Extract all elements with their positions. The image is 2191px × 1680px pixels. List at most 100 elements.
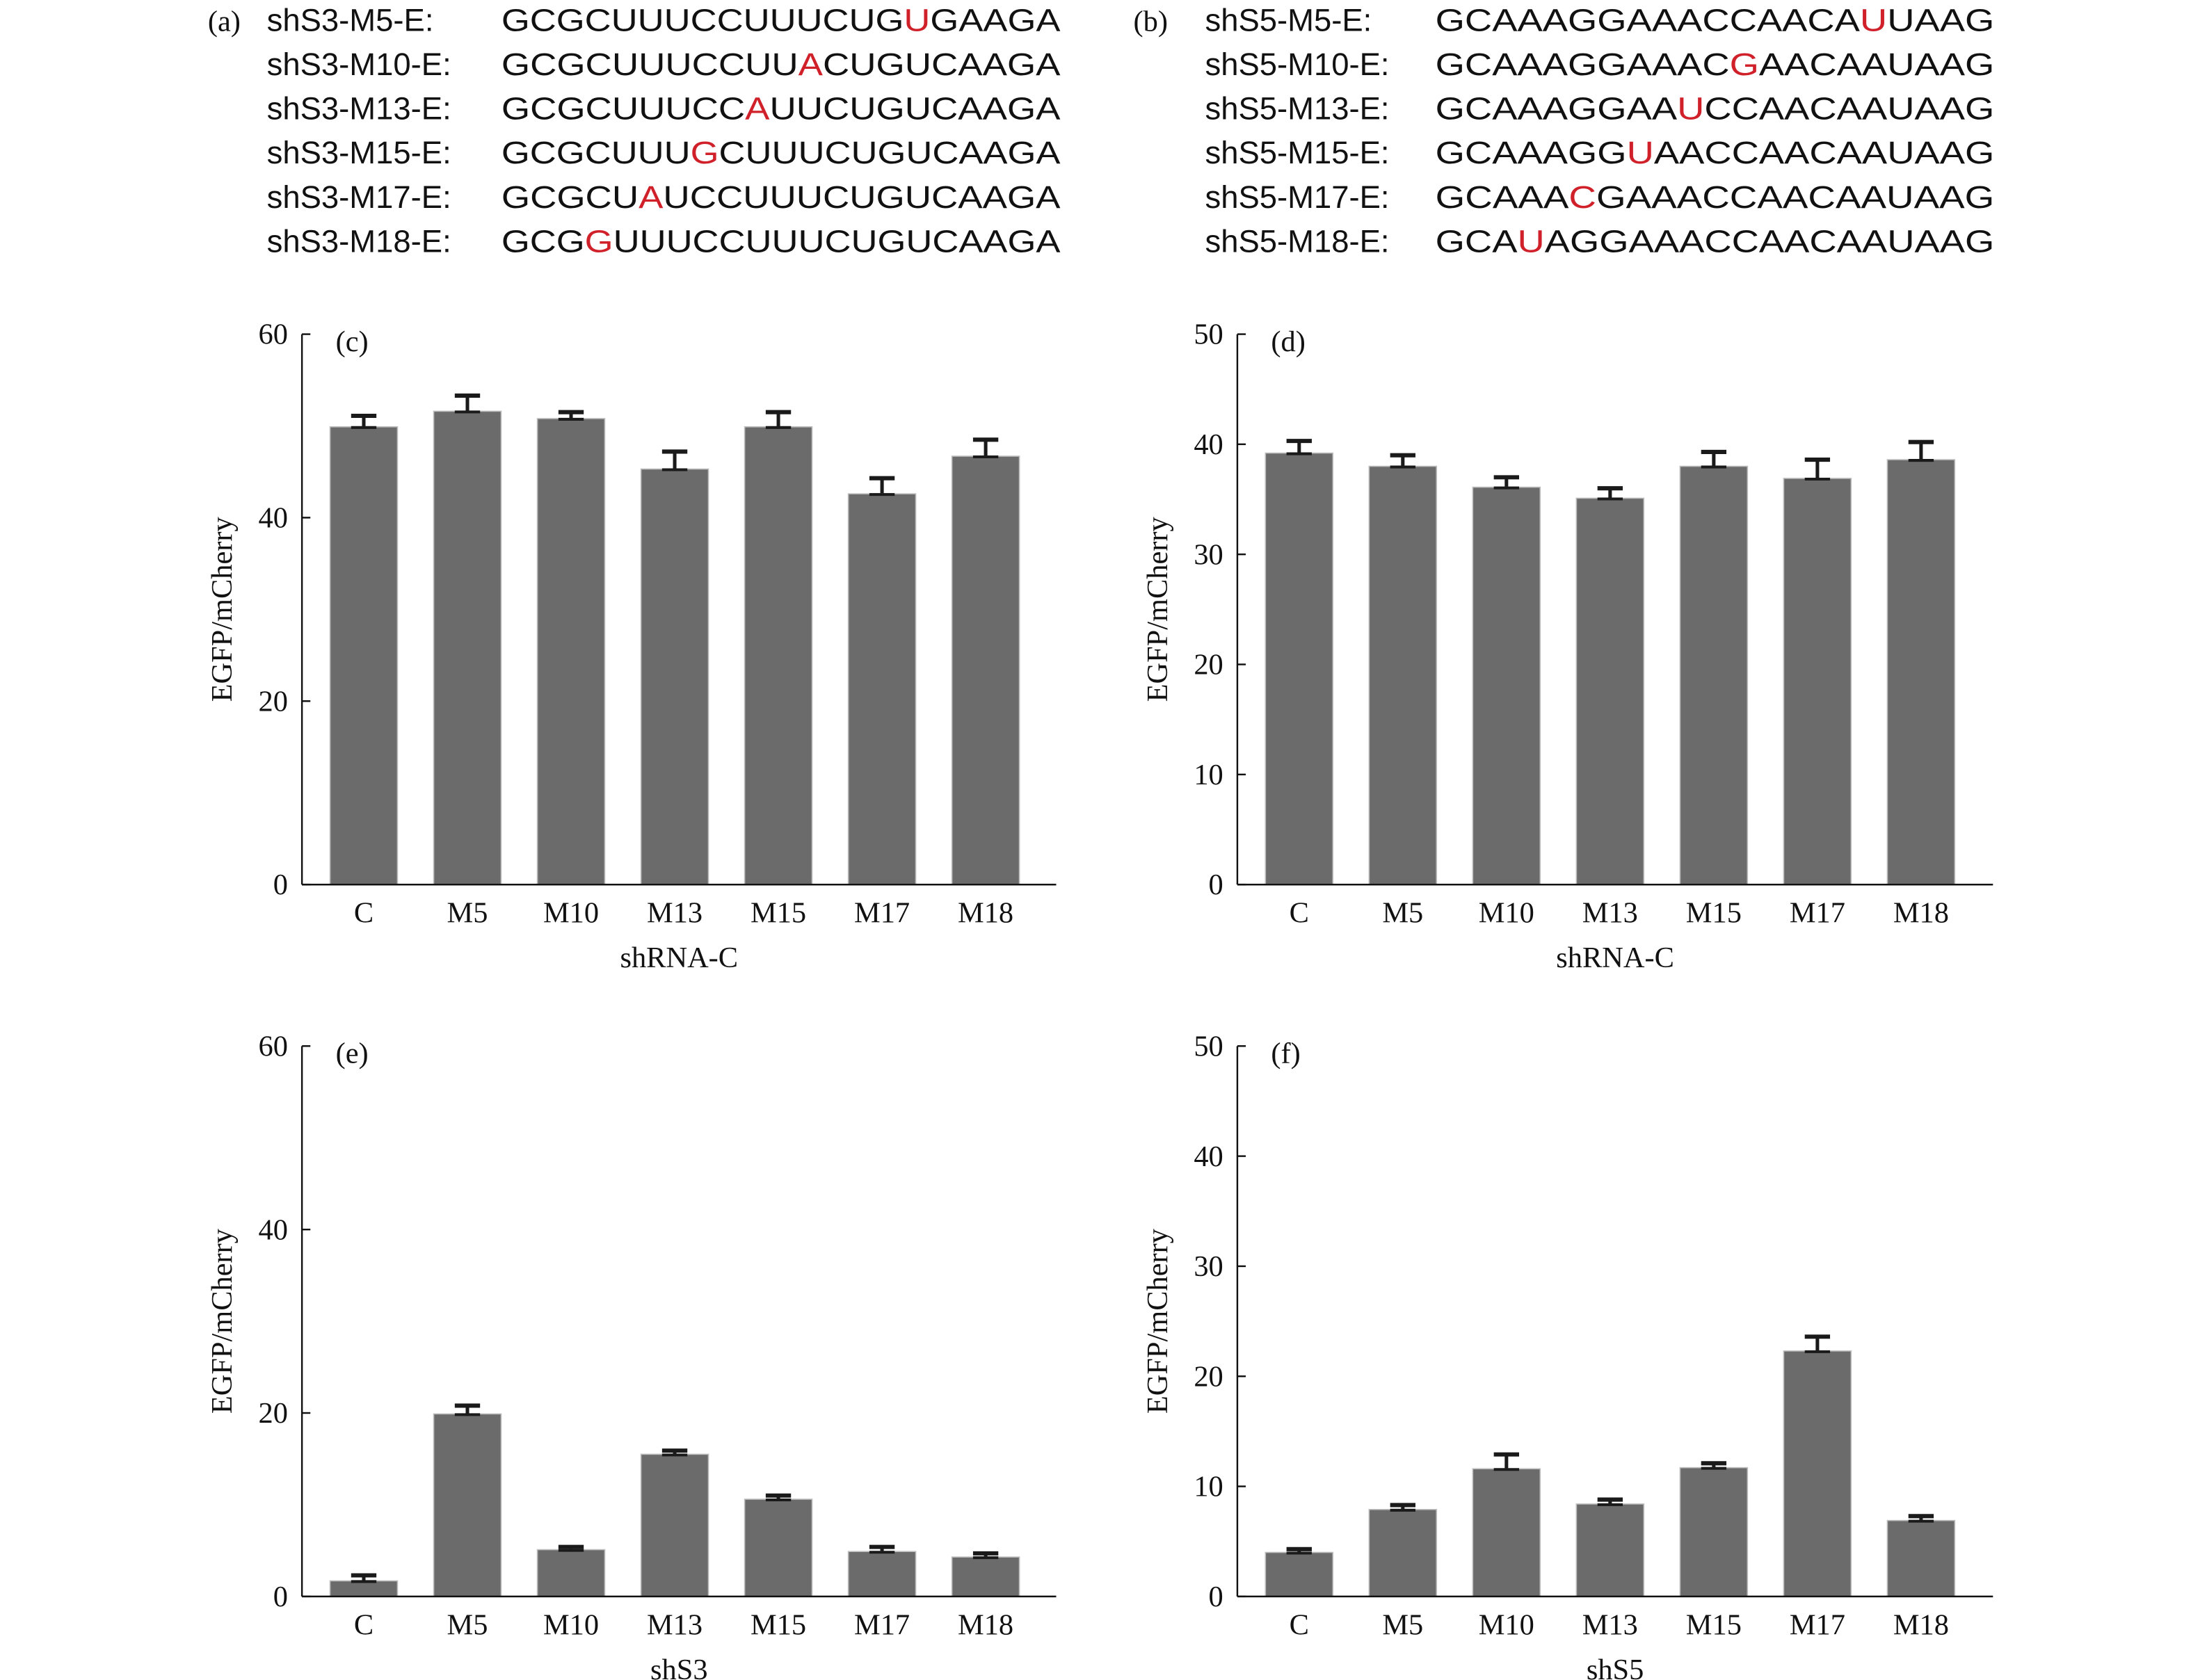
- panel-label: (f): [1271, 1037, 1300, 1070]
- x-tick-label: M13: [647, 897, 703, 930]
- mutated-base: C: [1568, 179, 1596, 215]
- construct-name: shS3-M10-E:: [267, 47, 451, 82]
- rna-sequence: GCGCUUU G CUUUCUGUCAAGA: [501, 135, 1061, 170]
- mutated-base: A: [639, 179, 664, 215]
- bar: [1472, 1468, 1541, 1597]
- x-tick-label: M13: [1582, 897, 1638, 930]
- panel-label: (e): [336, 1037, 369, 1070]
- rna-sequence: GCAAA C GAAACCAACAAUAAG: [1436, 179, 1995, 215]
- mutated-base: G: [691, 135, 719, 170]
- bar: [1575, 1503, 1645, 1597]
- mutated-base: A: [798, 47, 824, 82]
- rna-sequence: GCGCUUUCC A UUCUGUCAAGA: [501, 91, 1061, 127]
- x-tick-label: M10: [543, 897, 599, 930]
- rna-sequence: GCG G UUUCCUUUCUGUCAAGA: [501, 223, 1061, 259]
- x-axis-label: shS5: [1587, 1654, 1644, 1680]
- sequence-part: GCGCUUUCCUU: [501, 47, 798, 82]
- y-tick-label: 20: [1194, 1360, 1223, 1393]
- x-tick-label: M13: [1582, 1608, 1638, 1641]
- bar: [536, 418, 606, 885]
- bar: [536, 1549, 606, 1597]
- y-axis-label: EGFP/mCherry: [206, 1228, 239, 1414]
- x-tick-label: M18: [1893, 897, 1949, 930]
- x-tick-label: M17: [854, 1608, 910, 1641]
- y-tick-label: 0: [1209, 869, 1223, 901]
- sequence-part: GCGCUUUCCUUUCUG: [501, 2, 904, 38]
- sequence-part: CUGUCAAGA: [823, 47, 1061, 82]
- sequence-part: GCG: [501, 223, 585, 259]
- construct-name: shS5-M10-E:: [1205, 47, 1389, 82]
- x-axis-label: shRNA-C: [1556, 942, 1674, 974]
- rna-sequence: GCAAAGG U AACCAACAAUAAG: [1436, 135, 1995, 170]
- sequence-part: AGGAAACCAACAAUAAG: [1545, 223, 1995, 259]
- y-axis-label: EGFP/mCherry: [206, 516, 239, 702]
- y-tick-label: 40: [259, 502, 288, 535]
- construct-name: shS5-M18-E:: [1205, 223, 1389, 259]
- bar-chart-f: C M5 M10 M13 M15 M17 M18 0 10 20 30 40 50 (f) EGFP/mCh…: [1141, 1030, 1993, 1680]
- construct-name: shS5-M13-E:: [1205, 91, 1389, 127]
- mutated-base: U: [904, 2, 930, 38]
- sequence-part: GCAAAGG: [1436, 135, 1627, 170]
- mutated-base: G: [585, 223, 613, 259]
- bar-chart-e: C M5 M10 M13 M15 M17 M18 0 20 40 60 (e) EGFP/mCherry…: [206, 1030, 1057, 1680]
- bar: [640, 468, 709, 885]
- panel-label: (d): [1271, 325, 1305, 358]
- rna-sequence: GCAAAGGAAACCAACA U UAAG: [1436, 2, 1995, 38]
- bar: [433, 410, 502, 885]
- x-tick-label: M15: [751, 1608, 806, 1641]
- x-tick-label: M10: [543, 1608, 599, 1641]
- x-tick-label: C: [354, 897, 374, 930]
- panel-label: (b): [1134, 5, 1168, 38]
- bar-chart-c: C M5 M10 M13 M15 M17 M18 0 20 40 60 (c) EGFP/mCherry…: [206, 318, 1057, 974]
- y-tick-label: 50: [1194, 318, 1223, 351]
- bar-chart-d: C M5 M10 M13 M15 M17 M18 0 10 20 30 40 50 (d) EGFP/mCh…: [1141, 318, 1993, 974]
- y-tick-label: 20: [1194, 649, 1223, 681]
- x-tick-label: M18: [958, 1608, 1013, 1641]
- bar: [1886, 459, 1956, 885]
- sequence-part: GAAACCAACAAUAAG: [1596, 179, 1994, 215]
- sequence-part: GCA: [1436, 223, 1518, 259]
- sequence-part: GCGCUUUCC: [501, 91, 745, 127]
- x-tick-label: M10: [1479, 1608, 1534, 1641]
- bar: [329, 426, 399, 885]
- x-tick-label: C: [1290, 1608, 1309, 1641]
- bar: [847, 493, 917, 885]
- bar: [1679, 465, 1749, 885]
- bar: [847, 1551, 917, 1597]
- bar: [1265, 452, 1334, 885]
- sequence-part: GAAGA: [930, 2, 1061, 38]
- bar: [1575, 497, 1645, 885]
- y-tick-label: 50: [1194, 1030, 1223, 1063]
- x-tick-label: M10: [1479, 897, 1534, 930]
- y-tick-label: 0: [273, 869, 288, 901]
- rna-sequence: GCA U AGGAAACCAACAAUAAG: [1436, 223, 1995, 259]
- x-tick-label: M5: [1382, 897, 1423, 930]
- sequence-part: UAAG: [1887, 2, 1994, 38]
- x-tick-label: M15: [1686, 1608, 1742, 1641]
- panel-label: (c): [336, 325, 369, 358]
- y-tick-label: 30: [1194, 538, 1223, 571]
- sequence-part: CUUUCUGUCAAGA: [719, 135, 1061, 170]
- sequence-part: GCGCUUU: [501, 135, 691, 170]
- y-tick-label: 10: [1194, 1471, 1223, 1503]
- construct-name: shS5-M5-E:: [1205, 2, 1372, 38]
- rna-sequence: GCAAAGGAA U CCAACAAUAAG: [1436, 91, 1995, 127]
- x-tick-label: M18: [1893, 1608, 1949, 1641]
- bar: [1368, 465, 1438, 885]
- bar: [640, 1453, 709, 1597]
- x-axis-label: shS3: [650, 1654, 707, 1680]
- sequence-part: CCAACAAUAAG: [1704, 91, 1994, 127]
- y-tick-label: 10: [1194, 759, 1223, 791]
- sequence-part: GCAAAGGAA: [1436, 91, 1678, 127]
- construct-name: shS3-M15-E:: [267, 135, 451, 170]
- y-tick-label: 0: [1209, 1581, 1223, 1613]
- bar: [951, 1556, 1020, 1597]
- bar: [433, 1413, 502, 1597]
- construct-name: shS5-M15-E:: [1205, 135, 1389, 170]
- bar: [1783, 1350, 1852, 1597]
- y-tick-label: 20: [259, 1397, 288, 1430]
- x-tick-label: M15: [751, 897, 806, 930]
- sequence-panel: (b) shS5-M5-E: GCAAAGGAAACCAACA U UAAG shS5-M…: [1134, 2, 1995, 259]
- y-tick-label: 40: [1194, 428, 1223, 461]
